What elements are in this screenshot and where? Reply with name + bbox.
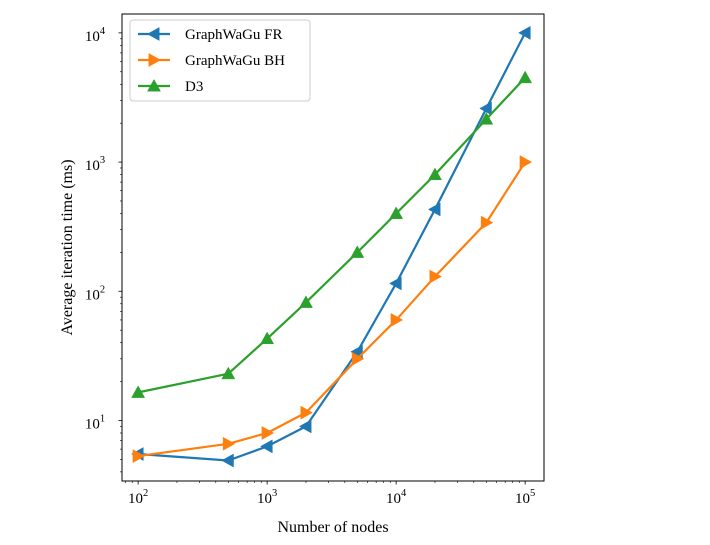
- data-point-graphwagu-bh: [261, 426, 275, 440]
- legend-label: GraphWaGu BH: [185, 53, 285, 69]
- data-point-graphwagu-fr: [427, 202, 441, 217]
- series-line-graphwagu-bh: [137, 161, 527, 458]
- y-axis-label: Average iteration time (ms): [59, 159, 76, 335]
- x-tick-base: 10: [386, 491, 401, 507]
- series-line-d3: [137, 76, 526, 394]
- data-point-graphwagu-fr: [518, 25, 531, 40]
- x-tick-base: 10: [257, 491, 272, 507]
- x-tick-exponent: 4: [401, 488, 407, 499]
- y-tick-exponent: 3: [100, 155, 105, 166]
- y-tick-label: 101: [85, 413, 105, 432]
- legend-label: D3: [185, 79, 203, 95]
- data-point-graphwagu-fr: [479, 101, 492, 116]
- x-tick-label: 102: [128, 488, 148, 507]
- legend-box: [129, 19, 311, 102]
- x-tick-base: 10: [128, 491, 143, 507]
- y-tick-base: 10: [85, 29, 100, 45]
- legend-item-graphwagu-fr: GraphWaGu FR: [138, 27, 283, 43]
- x-axis-label: Number of nodes: [277, 519, 388, 536]
- legend-swatch-marker: [148, 53, 162, 67]
- data-point-d3: [131, 385, 146, 398]
- legend-item-d3: D3: [138, 78, 203, 95]
- x-tick-exponent: 2: [143, 488, 148, 499]
- y-tick-exponent: 1: [100, 413, 105, 424]
- x-tick-exponent: 5: [530, 488, 535, 499]
- y-tick-base: 10: [85, 158, 100, 174]
- legend-label: GraphWaGu FR: [185, 27, 283, 43]
- data-point-graphwagu-fr: [221, 453, 234, 468]
- data-point-graphwagu-fr: [260, 439, 273, 454]
- data-point-d3: [260, 331, 275, 345]
- legend: GraphWaGu FR GraphWaGu BH D3: [129, 19, 311, 102]
- x-tick-label: 104: [386, 488, 407, 507]
- x-tick-base: 10: [515, 491, 530, 507]
- data-point-graphwagu-bh: [132, 449, 146, 464]
- series-layer: [131, 25, 533, 468]
- data-point-d3: [350, 245, 365, 258]
- series-graphwagu-bh: [132, 155, 533, 464]
- legend-swatch-marker: [147, 78, 161, 92]
- y-tick-exponent: 2: [100, 284, 105, 295]
- legend-swatch-marker: [146, 27, 160, 41]
- series-d3: [131, 70, 533, 398]
- data-point-d3: [299, 295, 313, 308]
- data-point-graphwagu-bh: [390, 313, 404, 327]
- data-point-graphwagu-bh: [519, 155, 533, 170]
- data-point-d3: [518, 70, 533, 84]
- data-point-graphwagu-bh: [429, 269, 442, 284]
- data-point-d3: [389, 206, 404, 219]
- data-point-graphwagu-bh: [300, 405, 313, 420]
- legend-item-graphwagu-bh: GraphWaGu BH: [138, 53, 285, 69]
- y-tick-base: 10: [85, 416, 100, 432]
- y-tick-label: 103: [85, 155, 105, 174]
- y-tick-base: 10: [85, 287, 100, 303]
- series-graphwagu-fr: [131, 25, 531, 468]
- data-point-graphwagu-bh: [351, 351, 365, 366]
- data-point-d3: [479, 112, 494, 125]
- x-tick-label: 103: [257, 488, 277, 507]
- data-point-graphwagu-fr: [298, 419, 312, 434]
- y-tick-exponent: 4: [100, 26, 106, 37]
- data-point-graphwagu-bh: [222, 436, 236, 451]
- data-point-graphwagu-bh: [480, 215, 494, 230]
- plot-frame: [121, 13, 545, 482]
- data-point-d3: [221, 366, 236, 380]
- data-point-d3: [428, 167, 442, 181]
- data-point-graphwagu-fr: [389, 276, 402, 291]
- y-tick-label: 102: [85, 284, 105, 303]
- x-tick-label: 105: [515, 488, 535, 507]
- x-tick-exponent: 3: [272, 488, 277, 499]
- y-tick-label: 104: [85, 26, 106, 45]
